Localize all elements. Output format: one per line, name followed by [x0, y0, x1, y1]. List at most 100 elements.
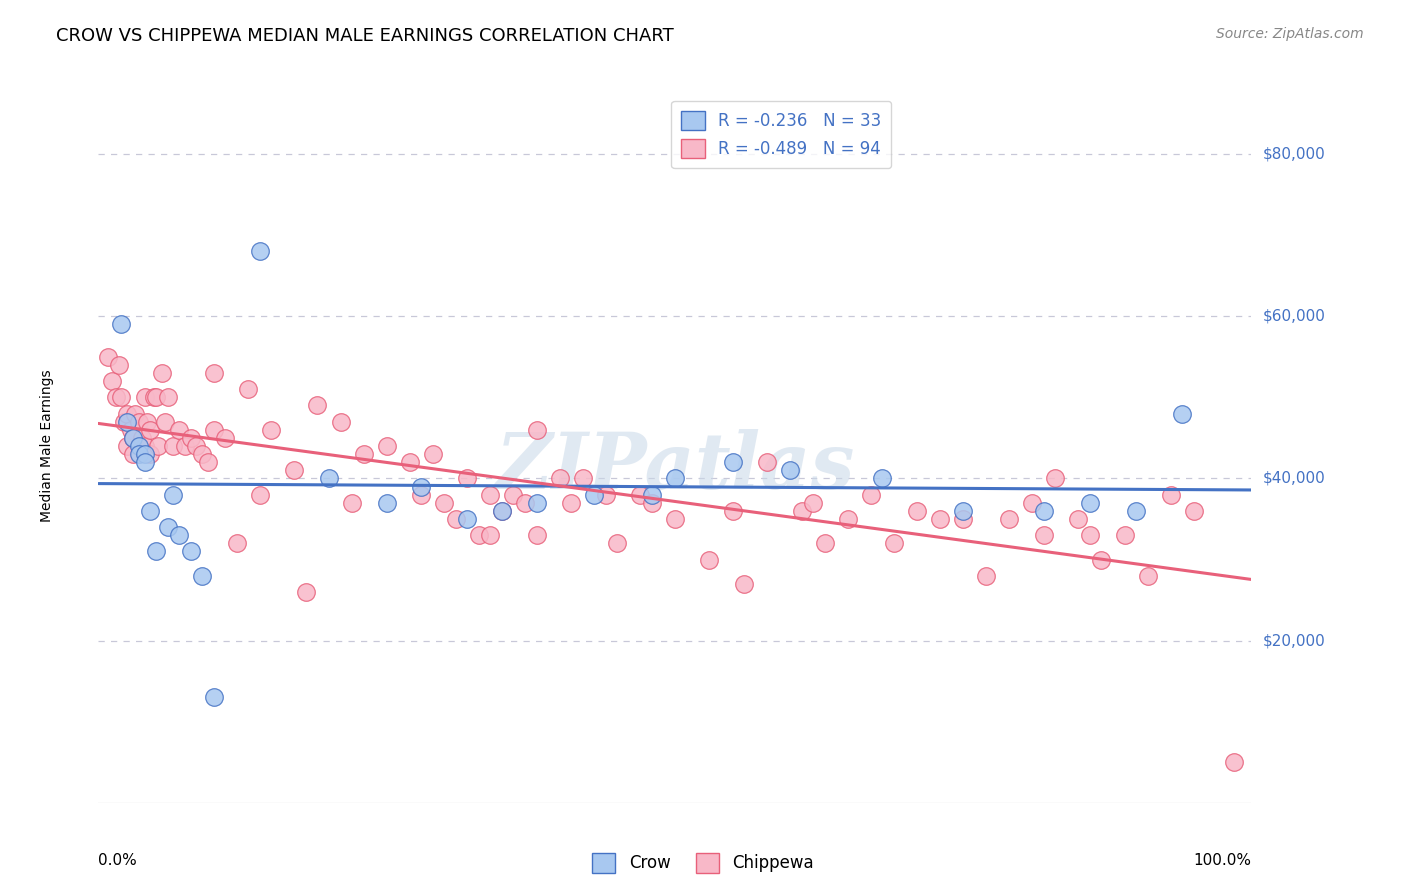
Point	[186, 439, 208, 453]
Point	[952, 512, 974, 526]
Point	[883, 536, 905, 550]
Point	[952, 504, 974, 518]
Point	[139, 447, 162, 461]
Point	[641, 496, 664, 510]
Point	[513, 496, 536, 510]
Text: ZIPatlas: ZIPatlas	[495, 429, 855, 506]
Point	[318, 471, 340, 485]
Point	[398, 455, 420, 469]
Text: $40,000: $40,000	[1263, 471, 1326, 486]
Point	[202, 690, 225, 705]
Point	[122, 447, 145, 461]
Point	[502, 488, 524, 502]
Point	[929, 512, 952, 526]
Point	[1182, 504, 1205, 518]
Point	[595, 488, 617, 502]
Point	[295, 585, 318, 599]
Point	[238, 382, 260, 396]
Point	[134, 447, 156, 461]
Point	[756, 455, 779, 469]
Point	[606, 536, 628, 550]
Point	[150, 366, 173, 380]
Text: 0.0%: 0.0%	[98, 853, 138, 868]
Point	[162, 488, 184, 502]
Point	[148, 439, 170, 453]
Point	[1067, 512, 1090, 526]
Point	[526, 423, 548, 437]
Point	[1136, 568, 1159, 582]
Point	[197, 455, 219, 469]
Point	[859, 488, 882, 502]
Point	[721, 455, 744, 469]
Legend: R = -0.236   N = 33, R = -0.489   N = 94: R = -0.236 N = 33, R = -0.489 N = 94	[672, 101, 891, 168]
Point	[135, 415, 157, 429]
Point	[456, 471, 478, 485]
Point	[411, 488, 433, 502]
Point	[814, 536, 837, 550]
Text: 100.0%: 100.0%	[1194, 853, 1251, 868]
Point	[1021, 496, 1043, 510]
Point	[699, 552, 721, 566]
Point	[468, 528, 491, 542]
Point	[1223, 756, 1246, 770]
Point	[134, 439, 156, 453]
Point	[1032, 528, 1054, 542]
Point	[156, 520, 179, 534]
Point	[145, 390, 167, 404]
Point	[139, 504, 162, 518]
Point	[375, 439, 398, 453]
Point	[998, 512, 1021, 526]
Point	[134, 390, 156, 404]
Point	[225, 536, 247, 550]
Text: $20,000: $20,000	[1263, 633, 1326, 648]
Point	[456, 512, 478, 526]
Point	[167, 423, 190, 437]
Point	[1078, 496, 1101, 510]
Point	[180, 431, 202, 445]
Point	[526, 496, 548, 510]
Point	[112, 415, 135, 429]
Point	[837, 512, 859, 526]
Point	[1114, 528, 1136, 542]
Point	[117, 407, 139, 421]
Text: $60,000: $60,000	[1263, 309, 1326, 324]
Point	[411, 479, 433, 493]
Point	[124, 407, 146, 421]
Point	[1160, 488, 1182, 502]
Point	[249, 488, 271, 502]
Point	[526, 528, 548, 542]
Point	[128, 447, 150, 461]
Text: $80,000: $80,000	[1263, 146, 1326, 161]
Point	[155, 415, 177, 429]
Point	[974, 568, 997, 582]
Point	[422, 447, 444, 461]
Point	[801, 496, 824, 510]
Point	[162, 439, 184, 453]
Legend: Crow, Chippewa: Crow, Chippewa	[585, 847, 821, 880]
Point	[134, 455, 156, 469]
Point	[583, 488, 606, 502]
Point	[180, 544, 202, 558]
Point	[1125, 504, 1147, 518]
Point	[120, 423, 142, 437]
Point	[128, 439, 150, 453]
Point	[1045, 471, 1067, 485]
Point	[790, 504, 813, 518]
Point	[479, 488, 502, 502]
Text: CROW VS CHIPPEWA MEDIAN MALE EARNINGS CORRELATION CHART: CROW VS CHIPPEWA MEDIAN MALE EARNINGS CO…	[56, 27, 673, 45]
Point	[110, 318, 132, 332]
Point	[1090, 552, 1112, 566]
Point	[283, 463, 305, 477]
Point	[353, 447, 375, 461]
Point	[122, 431, 145, 445]
Point	[191, 447, 214, 461]
Point	[779, 463, 801, 477]
Point	[628, 488, 651, 502]
Point	[108, 358, 131, 372]
Point	[1078, 528, 1101, 542]
Point	[131, 431, 153, 445]
Point	[122, 431, 145, 445]
Point	[249, 244, 271, 259]
Point	[433, 496, 456, 510]
Point	[110, 390, 132, 404]
